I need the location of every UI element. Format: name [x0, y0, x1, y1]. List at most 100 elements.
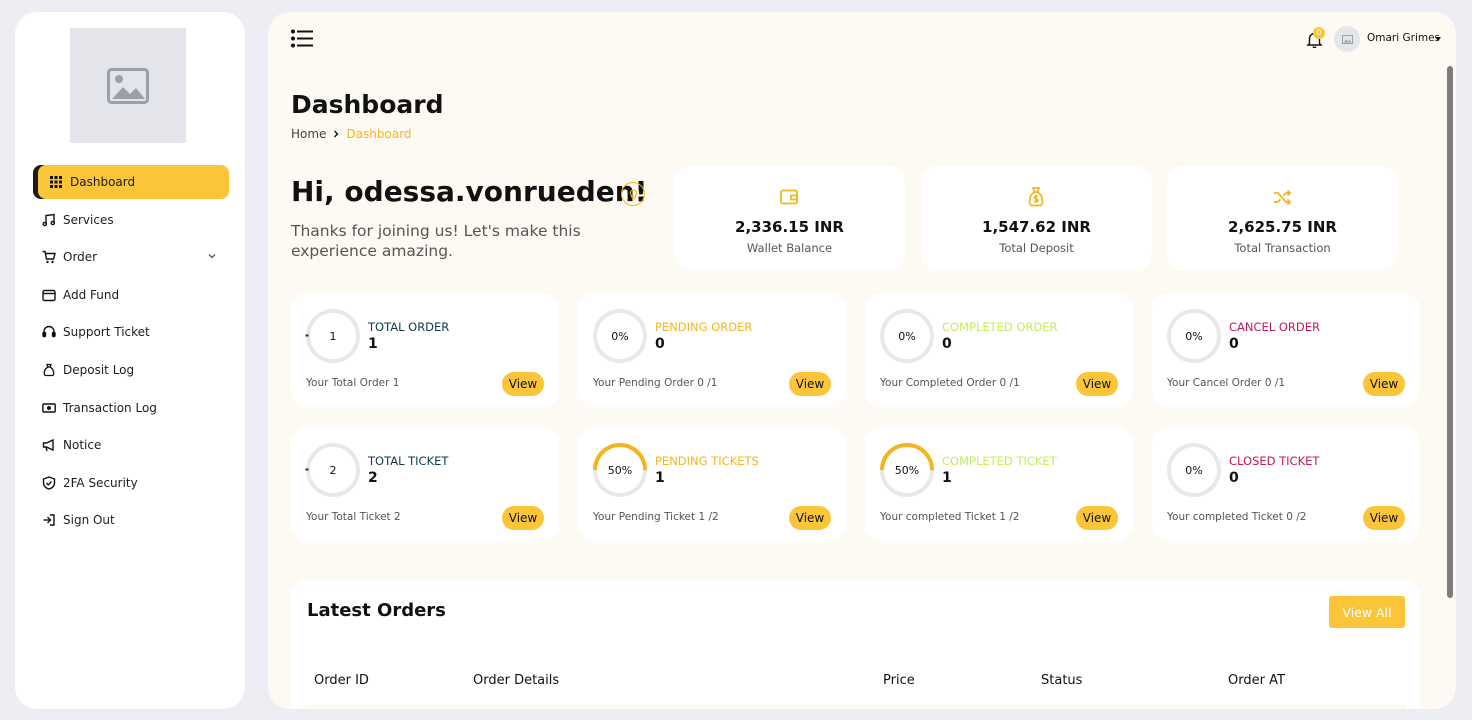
scrollbar[interactable] — [1447, 66, 1453, 598]
card-title: CANCEL ORDER — [1229, 320, 1321, 334]
card-count: 1 — [655, 470, 665, 486]
music-note-icon — [42, 213, 56, 227]
stat-value: 1,547.62 INR — [982, 218, 1091, 236]
ring-value: 50% — [894, 463, 920, 477]
ring-start-tick — [305, 468, 309, 471]
sidebar-item-label: 2FA Security — [63, 475, 138, 490]
card-title: CLOSED TICKET — [1229, 454, 1320, 468]
table-header-order-details: Order Details — [473, 673, 560, 688]
stat-value: 2,336.15 INR — [735, 218, 844, 236]
sidebar-item-deposit-log[interactable]: Deposit Log — [33, 353, 229, 387]
table-header-order-id: Order ID — [314, 673, 369, 688]
card-count: 0 — [1229, 470, 1239, 486]
card-title: PENDING TICKETS — [655, 454, 759, 468]
view-button[interactable]: View — [1363, 372, 1405, 396]
latest-orders-panel: Latest Orders View All Order ID Order De… — [291, 580, 1420, 709]
notification-badge: 0 — [1313, 27, 1325, 39]
stat-label: Total Transaction — [1234, 241, 1331, 255]
card-title: TOTAL ORDER — [368, 320, 450, 334]
view-all-button[interactable]: View All — [1329, 596, 1405, 628]
money-bag-icon — [42, 363, 56, 377]
sidebar-item-services[interactable]: Services — [33, 203, 229, 237]
ring-value: 0% — [898, 329, 916, 343]
breadcrumb-home[interactable]: Home — [291, 127, 327, 141]
table-header-price: Price — [883, 673, 915, 688]
card-count: 0 — [942, 336, 952, 352]
ring-track — [1167, 443, 1221, 497]
sidebar-item-label: Order — [63, 250, 98, 265]
wallet-icon — [42, 288, 56, 302]
shuffle-icon — [1274, 189, 1292, 206]
card-description: Your completed Ticket 0 /2 — [1167, 511, 1307, 523]
sidebar-item-dashboard[interactable]: Dashboard — [33, 165, 229, 199]
view-button[interactable]: View — [1076, 506, 1118, 530]
card-count: 0 — [1229, 336, 1239, 352]
caret-down-icon[interactable] — [1435, 37, 1441, 41]
sidebar-item-2fa-security[interactable]: 2FA Security — [33, 466, 229, 500]
ring-value: 0% — [1185, 329, 1203, 343]
ring-value: 50% — [607, 463, 633, 477]
pending-tickets-card: 50% PENDING TICKETS 1 Your Pending Ticke… — [578, 427, 846, 541]
progress-ring — [305, 308, 361, 364]
card-description: Your Completed Order 0 /1 — [880, 377, 1020, 389]
welcome-greeting: Hi, odessa.vonrueden! — [291, 175, 648, 208]
sidebar-item-label: Support Ticket — [63, 325, 150, 340]
wallet-icon — [780, 189, 798, 205]
view-button[interactable]: View — [502, 506, 544, 530]
latest-orders-title: Latest Orders — [307, 600, 446, 621]
progress-ring — [879, 308, 935, 364]
card-title: PENDING ORDER — [655, 320, 753, 334]
sidebar-item-notice[interactable]: Notice — [33, 428, 229, 462]
table-row — [305, 704, 1406, 709]
card-title: COMPLETED TICKET — [942, 454, 1057, 468]
closed-ticket-card: 0% CLOSED TICKET 0 Your completed Ticket… — [1152, 427, 1420, 541]
table-header-status: Status — [1041, 673, 1083, 688]
card-count: 1 — [942, 470, 952, 486]
headset-icon — [42, 325, 56, 339]
card-count: 2 — [368, 470, 378, 486]
view-button[interactable]: View — [502, 372, 544, 396]
sidebar-item-label: Dashboard — [70, 175, 136, 189]
sidebar-menu: Dashboard Services Order Add Fund Suppor… — [33, 165, 229, 541]
card-description: Your Total Order 1 — [306, 377, 400, 389]
sidebar-item-sign-out[interactable]: Sign Out — [33, 503, 229, 537]
progress-ring-svg — [880, 309, 934, 363]
ring-value: 0% — [611, 329, 629, 343]
image-placeholder-icon — [107, 67, 149, 104]
progress-ring — [592, 308, 648, 364]
image-placeholder-icon — [1341, 34, 1353, 44]
sidebar-item-add-fund[interactable]: Add Fund — [33, 278, 229, 312]
view-button[interactable]: View — [789, 372, 831, 396]
sidebar-item-label: Services — [63, 212, 114, 227]
grid-icon — [49, 175, 63, 189]
sidebar-item-transaction-log[interactable]: Transaction Log — [33, 391, 229, 425]
wallet-balance-card: 2,336.15 INR Wallet Balance — [674, 166, 905, 270]
card-description: Your completed Ticket 1 /2 — [880, 511, 1020, 523]
view-button[interactable]: View — [789, 506, 831, 530]
main-panel: 0 Omari Grimes Dashboard Home Dashboard … — [268, 12, 1456, 709]
progress-ring — [305, 442, 361, 498]
view-button[interactable]: View — [1363, 506, 1405, 530]
page-title: Dashboard — [291, 90, 444, 119]
card-description: Your Pending Order 0 /1 — [593, 377, 718, 389]
breadcrumb: Home Dashboard — [291, 127, 412, 141]
card-description: Your Pending Ticket 1 /2 — [593, 511, 719, 523]
sidebar-item-order[interactable]: Order — [33, 240, 229, 274]
progress-ring — [592, 442, 648, 498]
ring-progress-arc — [880, 443, 934, 497]
shield-icon — [42, 476, 56, 490]
logo-placeholder[interactable] — [70, 28, 186, 143]
progress-ring-svg — [593, 309, 647, 363]
hamburger-list-icon[interactable] — [291, 29, 313, 48]
ring-track — [593, 309, 647, 363]
completed-order-card: 0% COMPLETED ORDER 0 Your Completed Orde… — [865, 293, 1133, 407]
cancel-order-card: 0% CANCEL ORDER 0 Your Cancel Order 0 /1… — [1152, 293, 1420, 407]
sidebar-item-support-ticket[interactable]: Support Ticket — [33, 315, 229, 349]
avatar[interactable] — [1334, 26, 1360, 52]
card-count: 1 — [368, 336, 378, 352]
view-button[interactable]: View — [1076, 372, 1118, 396]
progress-ring — [1166, 442, 1222, 498]
stat-value: 2,625.75 INR — [1228, 218, 1337, 236]
user-name[interactable]: Omari Grimes — [1367, 32, 1441, 44]
cart-icon — [42, 250, 56, 264]
